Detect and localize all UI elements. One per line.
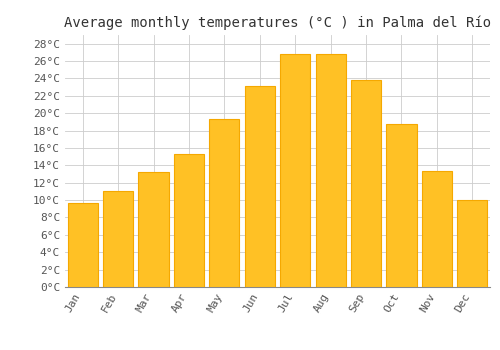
Bar bbox=[210, 119, 240, 287]
Bar bbox=[138, 172, 168, 287]
Bar bbox=[457, 200, 488, 287]
Bar bbox=[103, 190, 133, 287]
Bar bbox=[351, 80, 381, 287]
Bar bbox=[422, 172, 452, 287]
Title: Average monthly temperatures (°C ) in Palma del Río: Average monthly temperatures (°C ) in Pa… bbox=[64, 15, 491, 30]
Bar bbox=[316, 54, 346, 287]
Bar bbox=[68, 203, 98, 287]
Bar bbox=[244, 86, 275, 287]
Bar bbox=[174, 154, 204, 287]
Bar bbox=[280, 54, 310, 287]
Bar bbox=[386, 124, 416, 287]
